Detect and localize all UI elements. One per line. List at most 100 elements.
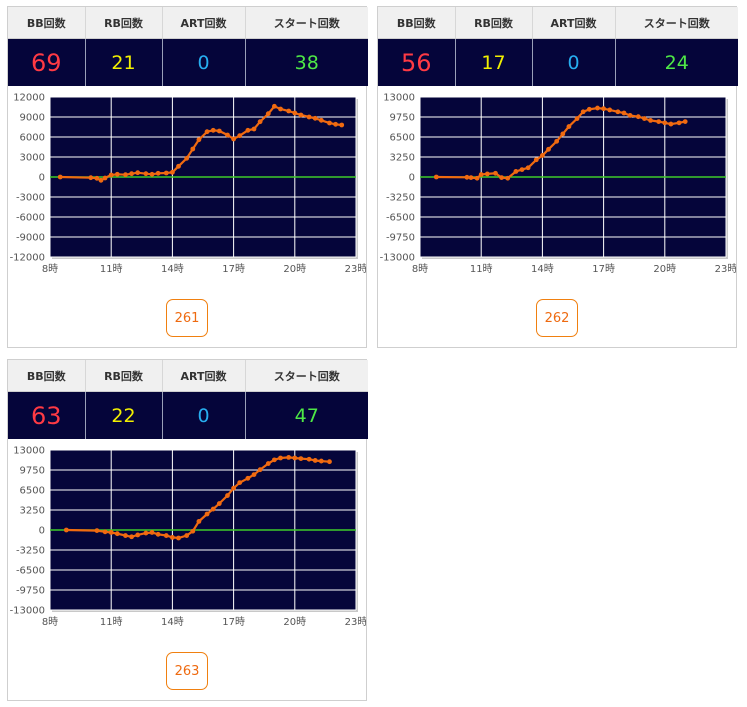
data-point <box>493 170 498 176</box>
art-count-value: 0 <box>162 391 246 439</box>
data-point <box>245 127 251 133</box>
data-point <box>143 171 149 177</box>
x-tick-label: 14時 <box>161 616 184 628</box>
data-point <box>225 132 230 138</box>
data-point <box>339 122 345 128</box>
y-tick-label: 0 <box>409 173 415 184</box>
data-point <box>648 117 653 123</box>
data-point <box>468 175 474 181</box>
data-point <box>668 121 674 127</box>
data-point <box>621 110 627 116</box>
machine-card: BB回数 RB回数 ART回数 スタート回数 56 17 0 24 13000 9750 6500 3… <box>377 6 738 348</box>
y-tick-label: 13000 <box>13 446 45 457</box>
data-point <box>484 171 490 177</box>
bb-count-header: BB回数 <box>378 7 456 39</box>
data-point <box>595 105 600 111</box>
data-point <box>163 533 169 538</box>
data-point <box>513 169 519 174</box>
data-point <box>170 534 175 540</box>
data-point <box>566 124 572 129</box>
data-point <box>286 454 292 460</box>
art-count-value: 0 <box>162 38 246 86</box>
data-point <box>464 174 470 180</box>
data-point <box>251 472 257 478</box>
data-point <box>129 534 134 540</box>
data-point <box>292 110 298 116</box>
bb-count-header: BB回数 <box>8 360 86 392</box>
data-point <box>306 456 312 462</box>
data-point <box>88 175 94 181</box>
data-point <box>272 457 277 463</box>
data-point <box>525 165 531 171</box>
data-point <box>318 458 324 464</box>
data-point <box>519 167 525 173</box>
data-point <box>662 120 668 126</box>
data-point <box>635 114 641 120</box>
data-point <box>298 112 304 118</box>
rb-count-value: 22 <box>85 391 163 439</box>
y-tick-label: 3250 <box>390 153 415 164</box>
data-point <box>63 527 69 533</box>
y-tick-label: -3250 <box>16 546 45 557</box>
y-tick-label: 0 <box>39 526 45 537</box>
data-point <box>102 529 108 535</box>
data-point <box>129 171 134 177</box>
x-tick-label: 20時 <box>283 263 306 275</box>
x-tick-label: 17時 <box>222 616 245 628</box>
data-point <box>642 116 647 121</box>
x-tick-label: 14時 <box>161 263 184 275</box>
x-tick-label: 23時 <box>345 263 366 275</box>
stats-table: BB回数 RB回数 ART回数 スタート回数 69 21 0 38 <box>8 7 368 86</box>
balance-series-line <box>60 104 342 182</box>
rb-count-header: RB回数 <box>85 360 163 392</box>
rb-count-header: RB回数 <box>455 7 533 39</box>
art-count-value: 0 <box>532 38 616 86</box>
balance-chart: 13000 9750 6500 3250 0 -3250 -6500 -9750 -130008… <box>380 93 736 276</box>
data-point <box>237 133 243 139</box>
x-tick-label: 8時 <box>412 263 428 275</box>
machine-card: BB回数 RB回数 ART回数 スタート回数 69 21 0 38 12000 9000 6000 3… <box>7 6 368 348</box>
start-count-header: スタート回数 <box>245 7 368 39</box>
rb-count-value: 21 <box>85 38 163 86</box>
data-point <box>216 128 222 134</box>
data-point <box>176 535 181 541</box>
machine-card: BB回数 RB回数 ART回数 スタート回数 63 22 0 47 13000 9750 6500 3… <box>7 359 368 701</box>
data-point <box>615 109 621 115</box>
data-point <box>607 107 613 113</box>
data-point <box>312 115 318 121</box>
data-point <box>210 127 216 133</box>
y-tick-label: 3250 <box>20 506 45 517</box>
data-point <box>474 175 480 181</box>
x-tick-label: 23時 <box>345 616 366 628</box>
data-point <box>251 126 257 132</box>
data-point <box>155 531 161 537</box>
bb-count-value: 56 <box>378 38 456 86</box>
rb-count-header: RB回数 <box>85 7 163 39</box>
data-point <box>170 169 175 175</box>
data-point <box>135 170 141 176</box>
data-point <box>278 106 283 112</box>
data-point <box>312 458 318 463</box>
data-point <box>682 119 688 125</box>
data-point <box>204 129 210 135</box>
data-point <box>108 172 114 178</box>
machine-number-button[interactable]: 263 <box>166 652 208 690</box>
machine-number-button[interactable]: 261 <box>166 299 208 337</box>
x-tick-label: 17時 <box>592 263 615 275</box>
x-tick-label: 11時 <box>470 263 493 275</box>
data-point <box>656 119 662 125</box>
data-point <box>94 528 100 534</box>
art-count-header: ART回数 <box>532 7 616 39</box>
data-point <box>327 120 332 126</box>
data-point <box>292 455 298 461</box>
data-point <box>114 531 120 537</box>
x-tick-label: 20時 <box>653 263 676 275</box>
y-tick-label: -12000 <box>10 253 45 264</box>
y-tick-label: 13000 <box>383 93 415 104</box>
y-tick-label: 9000 <box>20 113 45 124</box>
start-count-header: スタート回数 <box>615 7 738 39</box>
data-point <box>196 518 202 524</box>
data-point <box>433 174 439 180</box>
data-point <box>306 114 312 120</box>
machine-number-button[interactable]: 262 <box>536 299 578 337</box>
